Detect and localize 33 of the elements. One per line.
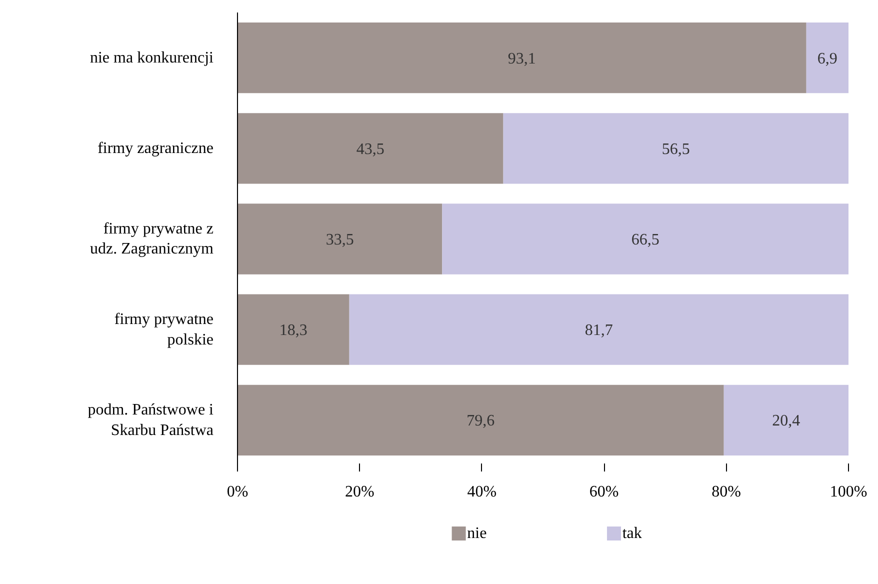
x-tick-label: 80% — [712, 484, 741, 500]
x-tick-label: 40% — [467, 484, 497, 500]
data-label: 56,5 — [662, 140, 690, 158]
data-label: 79,6 — [466, 412, 495, 430]
data-label: 20,4 — [772, 412, 800, 430]
y-tick-label: firmy zagraniczne — [98, 140, 214, 157]
x-tick-label: 0% — [226, 484, 248, 500]
legend-label: tak — [622, 525, 642, 542]
data-label: 43,5 — [356, 140, 384, 158]
y-tick-label: nie ma konkurencji — [90, 49, 214, 66]
x-tick-label: 20% — [345, 484, 374, 500]
bar — [238, 22, 806, 94]
data-label: 6,9 — [817, 50, 838, 68]
bar — [238, 113, 504, 184]
bar — [349, 294, 848, 365]
data-label: 18,3 — [279, 322, 308, 340]
data-label: 81,7 — [584, 322, 613, 340]
x-tick-label: 60% — [589, 484, 619, 500]
y-tick-label: firmy prywatne z udz. Zagranicznym — [90, 220, 214, 258]
legend-label: nie — [467, 525, 487, 542]
bar — [806, 22, 848, 94]
bar — [238, 294, 350, 365]
bar — [724, 384, 848, 456]
bar — [238, 204, 442, 274]
x-tick-label: 100% — [830, 484, 868, 500]
bar — [238, 384, 724, 456]
data-label: 93,1 — [508, 50, 536, 68]
y-tick-label: firmy prywatne polskie — [114, 310, 214, 348]
bar — [503, 113, 848, 184]
bar — [442, 204, 848, 274]
data-label: 33,5 — [326, 232, 354, 248]
y-tick-label: podm. Państwowe i Skarbu Państwa — [88, 402, 214, 439]
data-label: 66,5 — [631, 232, 660, 248]
